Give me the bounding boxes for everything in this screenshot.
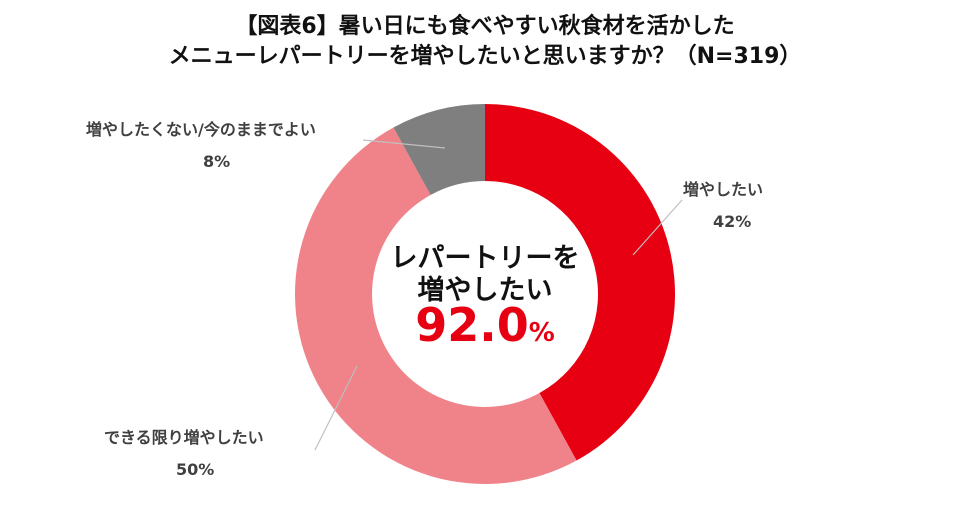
center-value-unit: %	[528, 318, 555, 348]
slice-label-no-increase: 増やしたくない/今のままでよい	[86, 120, 316, 139]
slice-no-increase	[393, 104, 485, 195]
chart-title-line1: 【図表6】暑い日にも食べやすい秋食材を活かした	[235, 14, 735, 39]
leader-line-no-increase	[362, 139, 446, 149]
center-value-number: 92.0	[415, 298, 529, 352]
slice-increase	[485, 104, 675, 461]
slice-increase-if-possible	[295, 127, 577, 484]
slice-value-increase-if-possible: 50%	[176, 460, 215, 479]
center-label-line1: レパートリーを	[390, 243, 580, 274]
slice-label-increase: 増やしたい	[683, 180, 764, 199]
center-label-line2: 増やしたい	[417, 275, 553, 306]
leader-line-increase	[632, 199, 683, 256]
chart-title-line2: メニューレパートリーを増やしたいと思いますか？（N=319）	[168, 44, 802, 69]
center-value: 92.0%	[352, 298, 618, 352]
slice-value-increase: 42%	[713, 212, 752, 231]
leader-line-increase-if-possible	[314, 365, 358, 451]
slice-label-increase-if-possible: できる限り増やしたい	[104, 428, 264, 447]
slice-value-no-increase: 8%	[203, 152, 231, 171]
